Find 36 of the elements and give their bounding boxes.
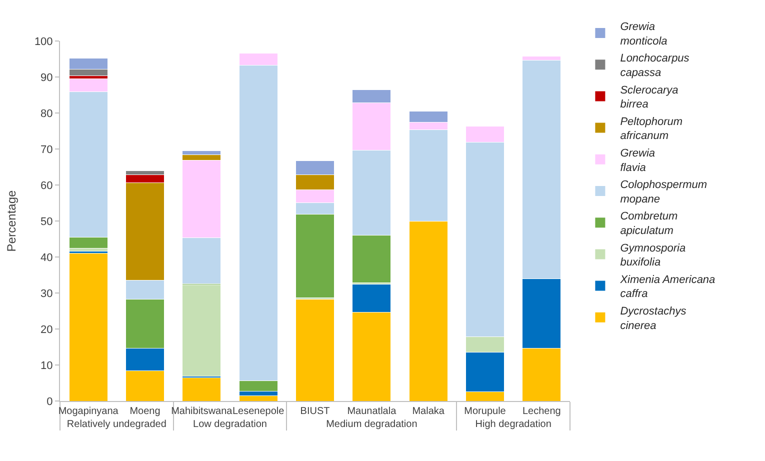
x-tick-label: Mogapinyana — [58, 406, 119, 417]
y-tick-label: 90 — [40, 72, 53, 84]
y-tick-label: 30 — [40, 288, 53, 300]
legend-label: Dycrostachys cinerea — [620, 306, 687, 332]
legend-label: Grewia flavia — [620, 148, 656, 174]
x-tick-label: Mahibitswana — [171, 406, 233, 417]
x-tick-label: Lecheng — [522, 406, 561, 417]
x-tick-label: Morupule — [464, 406, 506, 417]
text: High degradation — [475, 419, 552, 430]
legend-label: Sclerocarya birrea — [620, 84, 678, 111]
y-tick-label: 10 — [40, 360, 53, 372]
x-tick-label: Moeng — [130, 406, 160, 417]
y-tick-label: 40 — [40, 252, 53, 264]
text: Relatively undegraded — [66, 419, 166, 430]
legend-label: Peltophorum africanum — [620, 116, 683, 142]
y-tick-label: 60 — [40, 180, 53, 192]
y-tick-label: 0 — [46, 396, 53, 408]
bar — [68, 253, 108, 401]
text: Low degradation — [193, 419, 267, 430]
y-tick-label: 100 — [34, 36, 53, 48]
x-tick-label: Maunatlala — [347, 406, 397, 417]
legend-label: Combretum apiculatum — [620, 210, 678, 238]
text: Medium degradation — [326, 419, 418, 430]
x-tick-label: Malaka — [412, 406, 445, 417]
y-tick-label: 70 — [40, 144, 53, 156]
y-tick-label: 50 — [40, 216, 53, 228]
y-tick-label: 20 — [40, 324, 53, 336]
x-tick-label: Lesenepole — [232, 406, 285, 417]
y-axis-title: Percentage — [4, 190, 19, 252]
legend-label: Ximenia Americana caffra — [619, 274, 716, 300]
y-tick-label: 80 — [40, 108, 53, 120]
x-tick-label: BIUST — [300, 406, 330, 417]
legend-label: Lonchocarpus capassa — [620, 52, 690, 80]
legend-label: Gymnosporia buxifolia — [620, 242, 686, 269]
legend-label: Colophospermum mopane — [620, 179, 708, 206]
legend-label: Grewia monticola — [620, 21, 668, 48]
